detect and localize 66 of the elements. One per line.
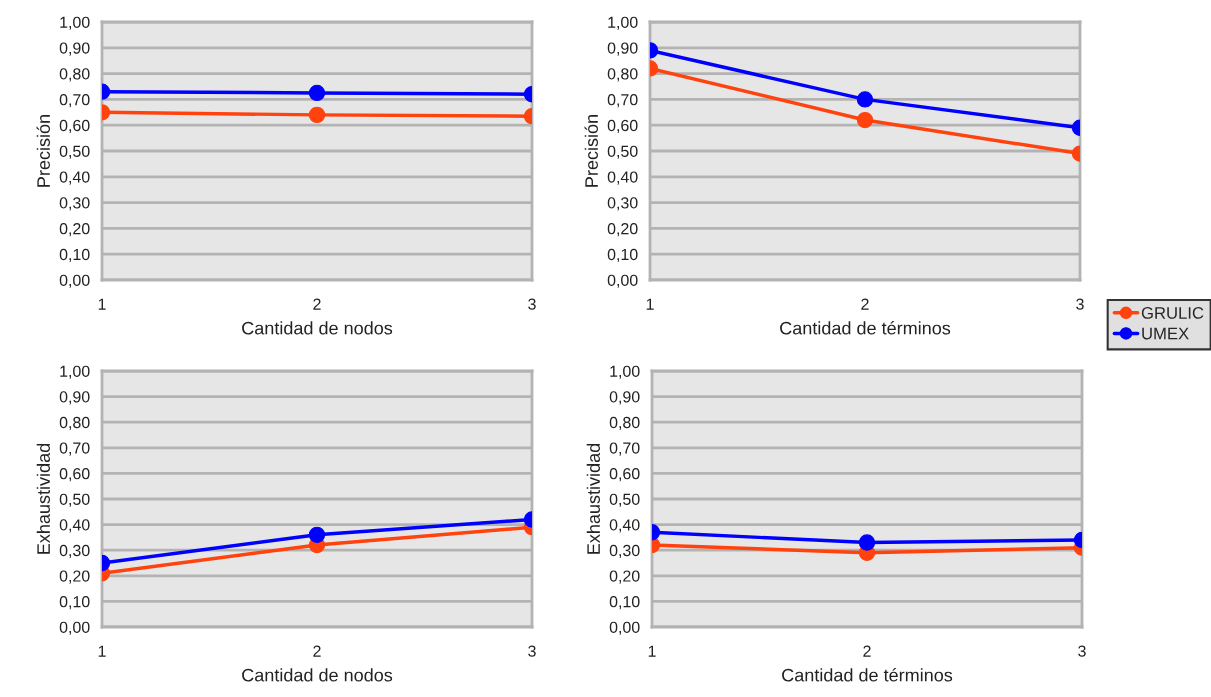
- y-tick-label: 0,10: [59, 596, 90, 610]
- x-tick-label: 3: [1078, 645, 1086, 657]
- y-axis-title: Precisión: [36, 115, 50, 187]
- y-tick-label: 0,40: [607, 171, 638, 185]
- y-tick-label: 0,60: [609, 468, 640, 482]
- y-tick-label: 0,10: [609, 596, 640, 610]
- x-axis-title: Cantidad de nodos: [242, 321, 393, 335]
- x-tick-label: 1: [98, 298, 106, 310]
- y-tick-label: 0,40: [59, 171, 90, 185]
- y-tick-label: 0,30: [59, 544, 90, 559]
- y-tick-label: 0,40: [59, 519, 90, 533]
- y-axis-title: Exhaustividad: [36, 443, 50, 554]
- y-tick-label: 0,00: [59, 274, 90, 288]
- y-tick-label: 0,80: [607, 68, 638, 82]
- y-tick-label: 0,50: [609, 493, 640, 507]
- y-axis-title: Precisión: [584, 115, 598, 187]
- x-tick-label: 3: [528, 298, 536, 310]
- y-tick-label: 0,90: [59, 391, 90, 405]
- y-tick-label: 0,30: [609, 544, 640, 559]
- x-axis-title: Cantidad de nodos: [242, 668, 393, 682]
- x-axis-title: Cantidad de términos: [780, 321, 951, 335]
- x-tick-label: 1: [646, 298, 654, 310]
- x-tick-label: 3: [1076, 298, 1084, 310]
- y-tick-label: 0,50: [607, 145, 638, 159]
- y-tick-label: 0,90: [609, 391, 640, 405]
- y-tick-label: 0,20: [609, 570, 640, 584]
- y-tick-label: 0,00: [609, 621, 640, 635]
- y-tick-label: 0,60: [59, 119, 90, 134]
- y-tick-label: 1,00: [60, 16, 90, 30]
- legend-label: UMEX: [1142, 327, 1189, 340]
- x-tick-label: 3: [528, 645, 536, 657]
- y-tick-label: 0,30: [607, 197, 638, 211]
- y-tick-label: 0,20: [59, 570, 90, 584]
- y-tick-label: 1,00: [610, 365, 640, 379]
- y-tick-label: 0,70: [59, 94, 90, 108]
- y-tick-label: 1,00: [60, 365, 90, 379]
- x-axis-title: Cantidad de términos: [782, 668, 953, 682]
- y-tick-label: 0,90: [607, 42, 638, 56]
- y-tick-label: 0,60: [59, 468, 90, 482]
- y-tick-label: 0,20: [607, 223, 638, 237]
- y-tick-label: 0,20: [59, 223, 90, 237]
- y-axis-title: Exhaustividad: [586, 443, 600, 554]
- y-tick-label: 0,80: [609, 416, 640, 431]
- x-tick-label: 2: [313, 645, 321, 657]
- y-tick-label: 0,50: [59, 493, 90, 507]
- x-tick-label: 2: [313, 298, 321, 310]
- y-tick-label: 0,10: [59, 248, 90, 263]
- x-tick-label: 1: [98, 645, 106, 657]
- y-tick-label: 0,80: [59, 416, 90, 431]
- legend-label: GRULIC: [1141, 307, 1204, 319]
- y-tick-label: 0,40: [609, 519, 640, 533]
- x-tick-label: 2: [863, 645, 871, 657]
- y-tick-label: 0,70: [607, 94, 638, 108]
- y-tick-label: 0,70: [59, 442, 90, 456]
- y-tick-label: 0,00: [59, 621, 90, 635]
- x-tick-label: 1: [648, 645, 656, 657]
- y-tick-label: 0,10: [607, 248, 638, 263]
- y-tick-label: 0,70: [609, 442, 640, 456]
- x-tick-label: 2: [861, 298, 869, 310]
- y-tick-label: 0,30: [59, 197, 90, 211]
- y-tick-label: 0,00: [607, 274, 638, 288]
- y-tick-label: 0,90: [59, 42, 90, 56]
- y-tick-label: 1,00: [608, 16, 638, 30]
- y-tick-label: 0,60: [607, 119, 638, 134]
- y-tick-label: 0,80: [59, 68, 90, 82]
- y-tick-label: 0,50: [59, 145, 90, 159]
